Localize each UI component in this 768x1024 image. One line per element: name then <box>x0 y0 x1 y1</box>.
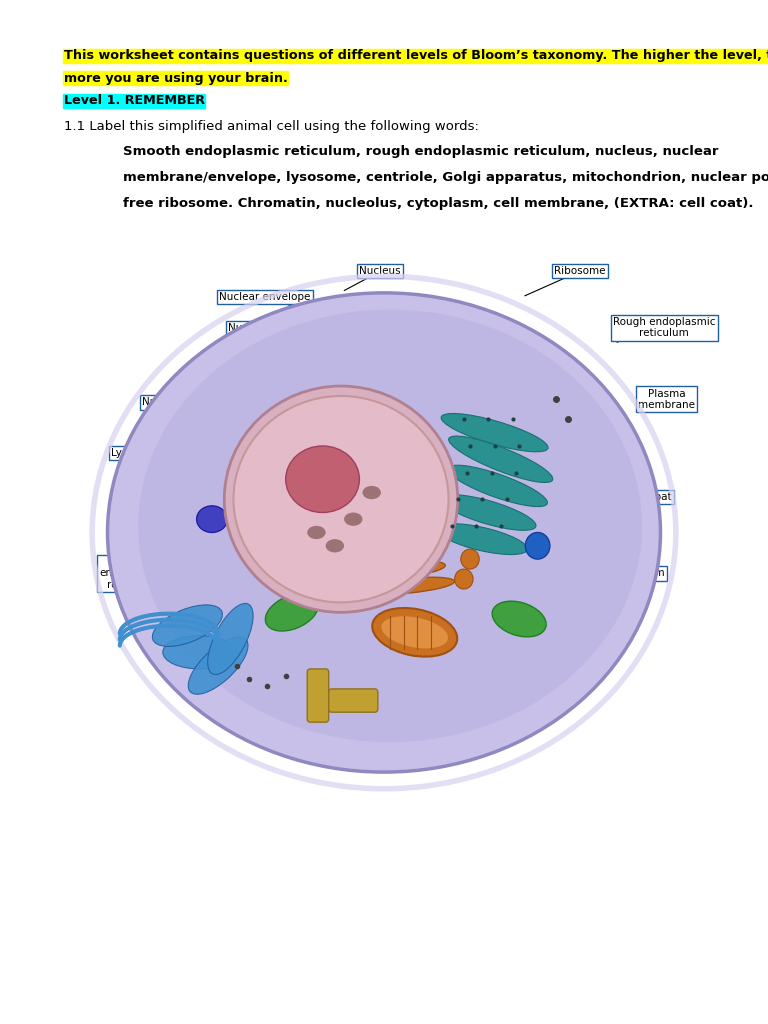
Text: Lysosome: Lysosome <box>111 447 162 458</box>
Ellipse shape <box>449 436 553 482</box>
Text: Plasma
membrane: Plasma membrane <box>638 388 695 411</box>
Ellipse shape <box>108 293 660 772</box>
Ellipse shape <box>441 495 536 530</box>
Ellipse shape <box>344 512 362 526</box>
Text: free ribosome. Chromatin, nucleolus, cytoplasm, cell membrane, (EXTRA: cell coat: free ribosome. Chromatin, nucleolus, cyt… <box>123 197 753 210</box>
FancyBboxPatch shape <box>329 689 378 713</box>
Ellipse shape <box>374 531 429 547</box>
Ellipse shape <box>492 601 546 637</box>
Text: Level 1. REMEMBER: Level 1. REMEMBER <box>64 94 205 108</box>
Text: Ribosome: Ribosome <box>554 266 606 276</box>
Ellipse shape <box>366 561 445 578</box>
Ellipse shape <box>362 485 381 499</box>
Ellipse shape <box>525 532 550 559</box>
Ellipse shape <box>138 309 642 742</box>
Text: Smooth endoplasmic reticulum, rough endoplasmic reticulum, nucleus, nuclear: Smooth endoplasmic reticulum, rough endo… <box>123 145 718 159</box>
Ellipse shape <box>224 386 458 612</box>
Text: Centriole: Centriole <box>264 648 312 658</box>
Text: Cytoplasm: Cytoplasm <box>610 568 665 579</box>
Text: Nuclear envelope: Nuclear envelope <box>220 292 310 302</box>
Text: Cell coat: Cell coat <box>626 492 672 502</box>
Ellipse shape <box>286 446 359 512</box>
Ellipse shape <box>197 506 227 532</box>
Text: Golgi body: Golgi body <box>531 622 588 632</box>
Ellipse shape <box>448 465 548 507</box>
Ellipse shape <box>152 605 223 646</box>
Ellipse shape <box>369 546 436 562</box>
Text: Mitochondrion: Mitochondrion <box>389 648 464 658</box>
Ellipse shape <box>207 603 253 675</box>
Ellipse shape <box>437 523 528 555</box>
Ellipse shape <box>188 637 248 694</box>
Text: This worksheet contains questions of different levels of Bloom’s taxonomy. The h: This worksheet contains questions of dif… <box>64 49 768 62</box>
Text: Smooth
endoplasmic
reticulum: Smooth endoplasmic reticulum <box>99 557 165 590</box>
Text: membrane/envelope, lysosome, centriole, Golgi apparatus, mitochondrion, nuclear : membrane/envelope, lysosome, centriole, … <box>123 171 768 184</box>
Text: Chromatin: Chromatin <box>217 358 272 369</box>
Ellipse shape <box>455 569 473 589</box>
Text: more you are using your brain.: more you are using your brain. <box>64 72 287 85</box>
Ellipse shape <box>163 636 237 669</box>
Text: 1.1 Label this simplified animal cell using the following words:: 1.1 Label this simplified animal cell us… <box>64 120 478 133</box>
Text: Nucleolus: Nucleolus <box>228 323 279 333</box>
Text: Rough endoplasmic
reticulum: Rough endoplasmic reticulum <box>613 316 716 339</box>
Text: Nucleus: Nucleus <box>359 266 401 276</box>
Ellipse shape <box>233 396 449 602</box>
Text: Nuclear pore: Nuclear pore <box>141 397 209 408</box>
Ellipse shape <box>265 594 319 631</box>
Ellipse shape <box>307 526 326 539</box>
Ellipse shape <box>382 616 448 648</box>
FancyBboxPatch shape <box>307 669 329 722</box>
Ellipse shape <box>326 539 344 553</box>
Ellipse shape <box>441 414 548 452</box>
Ellipse shape <box>461 549 479 569</box>
Text: Free ribosome: Free ribosome <box>154 609 227 620</box>
Ellipse shape <box>362 578 455 594</box>
Ellipse shape <box>372 608 457 656</box>
